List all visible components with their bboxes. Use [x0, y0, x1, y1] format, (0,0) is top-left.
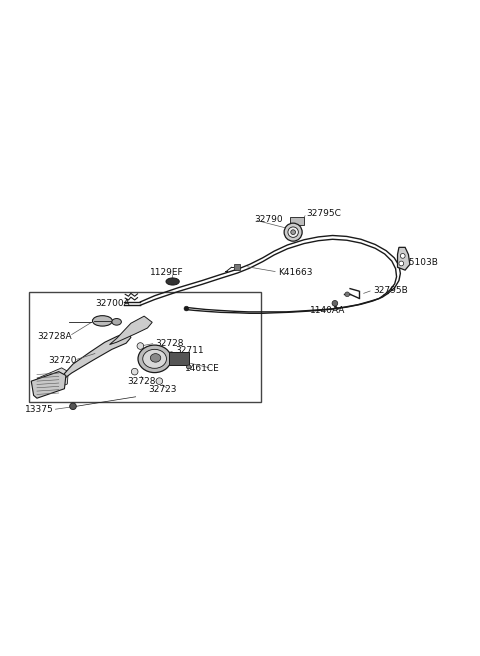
Text: 32711: 32711 — [175, 346, 204, 356]
Polygon shape — [62, 332, 131, 380]
Ellipse shape — [186, 365, 191, 369]
Ellipse shape — [143, 350, 167, 368]
Text: 32790: 32790 — [254, 215, 283, 224]
Text: 1461CE: 1461CE — [185, 364, 220, 373]
Circle shape — [184, 306, 189, 311]
Polygon shape — [397, 247, 410, 270]
Circle shape — [399, 261, 404, 266]
Circle shape — [345, 292, 349, 297]
Text: 32720: 32720 — [48, 356, 76, 365]
Text: 32728: 32728 — [156, 338, 184, 348]
Text: 13375: 13375 — [24, 405, 53, 414]
Ellipse shape — [284, 223, 302, 241]
Circle shape — [137, 342, 144, 350]
Ellipse shape — [112, 319, 121, 325]
Ellipse shape — [93, 316, 112, 326]
Text: 35103B: 35103B — [404, 258, 439, 267]
Circle shape — [156, 378, 163, 384]
Circle shape — [400, 253, 405, 258]
Circle shape — [132, 368, 138, 375]
FancyBboxPatch shape — [290, 217, 303, 224]
Text: 32795B: 32795B — [373, 285, 408, 295]
Text: 32728A: 32728A — [37, 331, 72, 340]
Text: 1140AA: 1140AA — [310, 306, 346, 316]
Polygon shape — [37, 368, 68, 394]
Text: 32795C: 32795C — [306, 209, 341, 218]
Polygon shape — [234, 264, 240, 270]
Polygon shape — [31, 372, 66, 398]
Text: 1129EF: 1129EF — [150, 268, 183, 277]
Circle shape — [70, 403, 76, 409]
Ellipse shape — [166, 278, 179, 285]
Ellipse shape — [291, 230, 296, 235]
Text: K41663: K41663 — [278, 268, 312, 277]
FancyBboxPatch shape — [29, 293, 261, 401]
Text: 32700A: 32700A — [96, 299, 130, 308]
Ellipse shape — [288, 227, 299, 237]
Text: 32728: 32728 — [127, 377, 156, 386]
Circle shape — [332, 300, 338, 306]
Polygon shape — [109, 316, 152, 344]
FancyBboxPatch shape — [169, 352, 189, 365]
Ellipse shape — [150, 354, 161, 362]
Ellipse shape — [138, 345, 171, 373]
Text: 32723: 32723 — [148, 385, 177, 394]
